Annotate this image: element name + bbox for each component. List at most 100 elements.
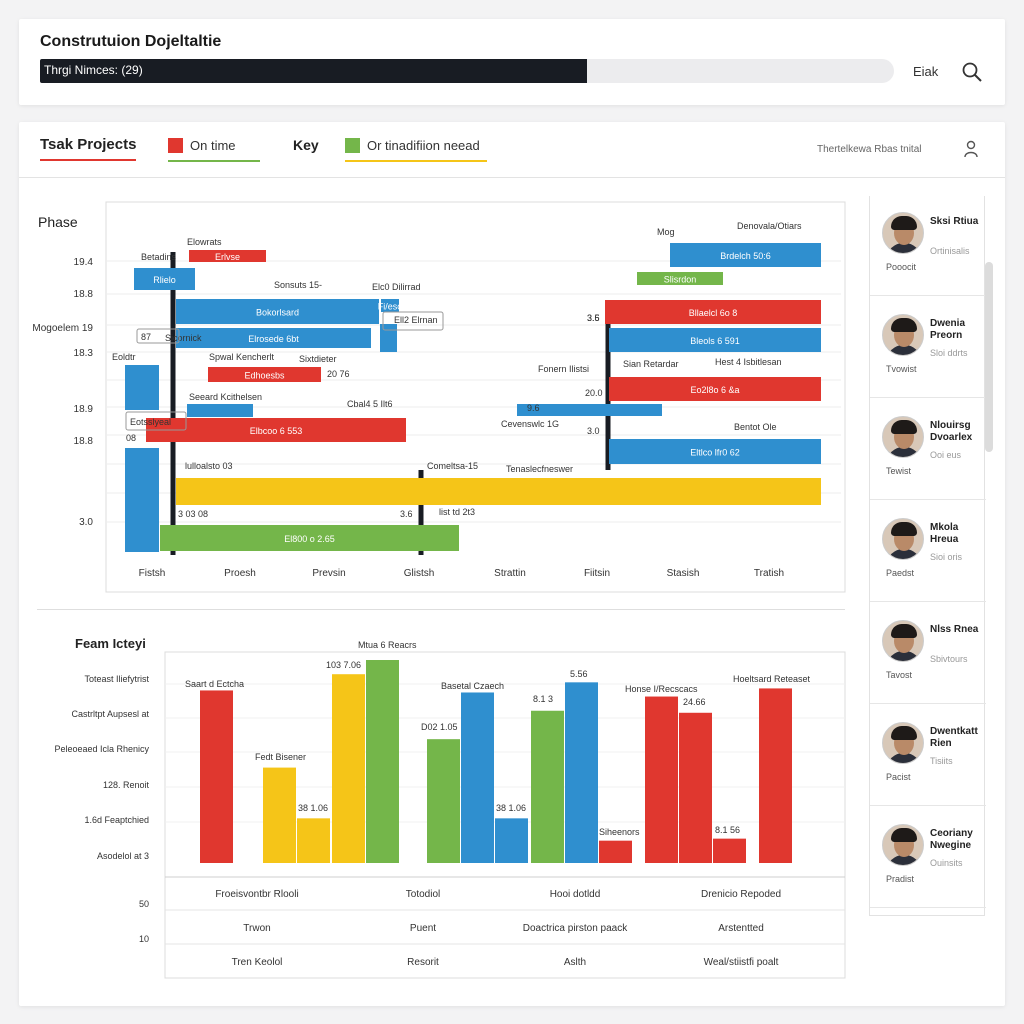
gantt-chart: Phase 19.4 18.8 Mogoelem 19 18.3 18.9 18.8 3.0 F… bbox=[32, 201, 846, 593]
legend-attention-line bbox=[345, 160, 487, 162]
avatar bbox=[882, 620, 924, 662]
gantt-y-tick: 18.8 bbox=[74, 436, 94, 447]
bar-y-tick: Peleoeaed Icla Rhenicy bbox=[54, 744, 149, 754]
gantt-y-tick: 3.0 bbox=[79, 517, 93, 528]
gantt-bar bbox=[176, 478, 821, 505]
bar-annotation: Mtua 6 Reacrs bbox=[358, 640, 417, 650]
avatar bbox=[882, 518, 924, 560]
avatar-hair bbox=[891, 828, 917, 842]
avatar bbox=[882, 722, 924, 764]
tab-tsak-projects[interactable]: Tsak Projects bbox=[40, 136, 137, 153]
legend-attention: Or tinadifiion neead bbox=[367, 138, 480, 153]
person-name: Nlss Rnea bbox=[930, 624, 979, 635]
avatar-shirt bbox=[887, 753, 921, 763]
bar-chart-bar bbox=[366, 660, 399, 863]
person-card[interactable]: Dwenia Preorn Sloi ddrts Tvowist bbox=[870, 298, 986, 398]
gantt-annotation: 9.6 bbox=[527, 403, 540, 413]
gantt-bar bbox=[609, 377, 821, 401]
person-role: Tavost bbox=[886, 670, 913, 680]
team-bar-chart: Feam Icteyi Toteast Iliefytrist Castrltpt … bbox=[54, 636, 846, 979]
progress-label: Thrgi Nimces: (29) bbox=[44, 63, 143, 77]
gantt-annotation: 08 bbox=[126, 433, 136, 443]
bar-chart-bar bbox=[297, 818, 330, 863]
top-divider bbox=[19, 177, 1005, 178]
avatar bbox=[882, 314, 924, 356]
header-action-link[interactable]: Eiak bbox=[913, 64, 939, 79]
bar-annotation: 5.56 bbox=[570, 669, 588, 679]
avatar bbox=[882, 212, 924, 254]
bar-y-tick: 50 bbox=[139, 899, 149, 909]
gantt-annotation: Cbal4 5 Ilt6 bbox=[347, 399, 393, 409]
gantt-bar bbox=[609, 328, 821, 352]
search-icon[interactable] bbox=[961, 61, 983, 83]
gantt-x-tick: Fiitsin bbox=[584, 568, 610, 579]
person-card[interactable]: Nlss Rnea Sbivtours Tavost bbox=[870, 604, 986, 704]
legend-on-time-line bbox=[168, 160, 260, 162]
legend-swatch-green bbox=[345, 138, 360, 153]
gantt-bar bbox=[609, 439, 821, 464]
avatar-shirt bbox=[887, 549, 921, 559]
bar-chart-bar bbox=[495, 818, 528, 863]
gantt-title: Phase bbox=[38, 214, 78, 230]
bar-chart-bar bbox=[200, 690, 233, 863]
person-subtitle: Ouinsits bbox=[930, 858, 963, 868]
gantt-bar-label: Bllaelcl 6o 8 bbox=[689, 308, 738, 318]
bar-chart-bar bbox=[759, 688, 792, 863]
person-name: Mkola Hreua bbox=[930, 522, 959, 545]
gantt-bar bbox=[160, 525, 459, 551]
bar-category-label: Drenicio Repoded bbox=[701, 889, 781, 900]
bar-category-label: Weal/stiistfi poalt bbox=[704, 957, 779, 968]
person-name: Dwentkatt Rien bbox=[930, 726, 978, 749]
gantt-annotation: Betadins bbox=[141, 252, 177, 262]
gantt-bar-label: Brdelch 50:6 bbox=[720, 251, 771, 261]
gantt-annotation: Fonern Ilistsi bbox=[538, 364, 589, 374]
bar-y-tick: 128. Renoit bbox=[103, 780, 150, 790]
bar-annotation: 8.1 56 bbox=[715, 825, 740, 835]
bar-annotation: Siheenors bbox=[599, 827, 640, 837]
bar-chart-bar bbox=[263, 767, 296, 863]
person-name: Ceoriany Nwegine bbox=[930, 828, 973, 851]
gantt-annotation: Eotsslyeal bbox=[130, 417, 171, 427]
gantt-bar bbox=[176, 328, 371, 348]
avatar-hair bbox=[891, 624, 917, 638]
person-subtitle: Sloi ddrts bbox=[930, 348, 968, 358]
bar-chart-bar bbox=[531, 710, 564, 863]
progress-fill: Thrgi Nimces: (29) bbox=[40, 59, 587, 83]
gantt-annotation: Bentot Ole bbox=[734, 422, 777, 432]
tab-active-underline bbox=[40, 159, 136, 161]
avatar-hair bbox=[891, 522, 917, 536]
person-card[interactable]: Sksi Rtiua Ortinisalis Pooocit bbox=[870, 196, 986, 296]
people-panel: Sksi Rtiua Ortinisalis Pooocit Dwenia Preor… bbox=[869, 196, 986, 916]
bar-category-label: Trwon bbox=[243, 923, 270, 934]
gantt-annotation: 87 bbox=[141, 332, 151, 342]
avatar-hair bbox=[891, 318, 917, 332]
bar-chart-bar bbox=[461, 692, 494, 863]
avatar bbox=[882, 416, 924, 458]
gantt-y-tick: 19.4 bbox=[74, 257, 94, 268]
person-card[interactable]: Mkola Hreua Sioi oris Paedst bbox=[870, 502, 986, 602]
legend-on-time: On time bbox=[190, 138, 236, 153]
bar-category-label: Totodiol bbox=[406, 889, 440, 900]
gantt-x-tick: Fistsh bbox=[139, 568, 166, 579]
people-scrollbar[interactable] bbox=[985, 262, 993, 452]
legend-swatch-red bbox=[168, 138, 183, 153]
user-icon[interactable] bbox=[963, 140, 979, 158]
gantt-annotation: 20.0 bbox=[585, 388, 603, 398]
bar-annotation: 103 7.06 bbox=[326, 660, 361, 670]
person-card[interactable]: Dwentkatt Rien Tisiits Pacist bbox=[870, 706, 986, 806]
filter-text[interactable]: Thertelkewa Rbas tnital bbox=[817, 144, 922, 155]
bar-chart-bar bbox=[427, 739, 460, 863]
gantt-annotation: 3.6 bbox=[400, 509, 413, 519]
avatar-shirt bbox=[887, 345, 921, 355]
gantt-bar-label: El800 o 2.65 bbox=[284, 534, 335, 544]
person-card[interactable]: Ceoriany Nwegine Ouinsits Pradist bbox=[870, 808, 986, 908]
gantt-bar-label: Eltlco lfr0 62 bbox=[690, 448, 740, 458]
person-subtitle: Ooi eus bbox=[930, 450, 962, 460]
person-subtitle: Sbivtours bbox=[930, 654, 968, 664]
gantt-x-tick: Tratish bbox=[754, 568, 784, 579]
avatar-shirt bbox=[887, 651, 921, 661]
gantt-annotation: Denovala/Otiars bbox=[737, 221, 802, 231]
person-card[interactable]: Nlouirsg Dvoarlex Ooi eus Tewist bbox=[870, 400, 986, 500]
bar-chart-bar bbox=[679, 712, 712, 863]
gantt-annotation: 3.5 bbox=[587, 313, 600, 323]
